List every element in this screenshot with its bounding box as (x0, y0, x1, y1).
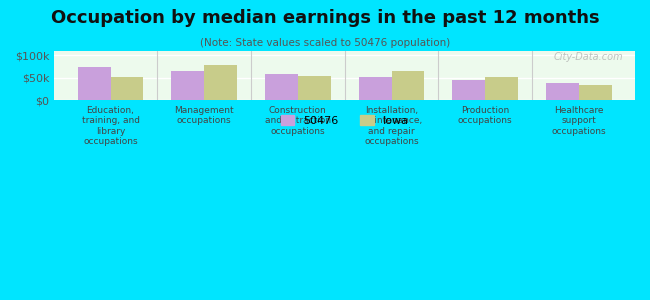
Bar (452, 80, 485, 100)
Bar (485, 77, 518, 100)
Legend: 50476, Iowa: 50476, Iowa (276, 110, 413, 130)
Bar (359, 76, 391, 100)
Bar (578, 85, 612, 100)
Bar (172, 71, 204, 100)
Text: City-Data.com: City-Data.com (554, 52, 623, 62)
Bar (204, 65, 237, 100)
Bar (298, 76, 331, 100)
Bar (546, 83, 578, 100)
Bar (111, 77, 144, 100)
Bar (265, 74, 298, 100)
Bar (78, 67, 111, 100)
Bar (391, 71, 424, 100)
Text: (Note: State values scaled to 50476 population): (Note: State values scaled to 50476 popu… (200, 38, 450, 47)
Text: Occupation by median earnings in the past 12 months: Occupation by median earnings in the pas… (51, 9, 599, 27)
